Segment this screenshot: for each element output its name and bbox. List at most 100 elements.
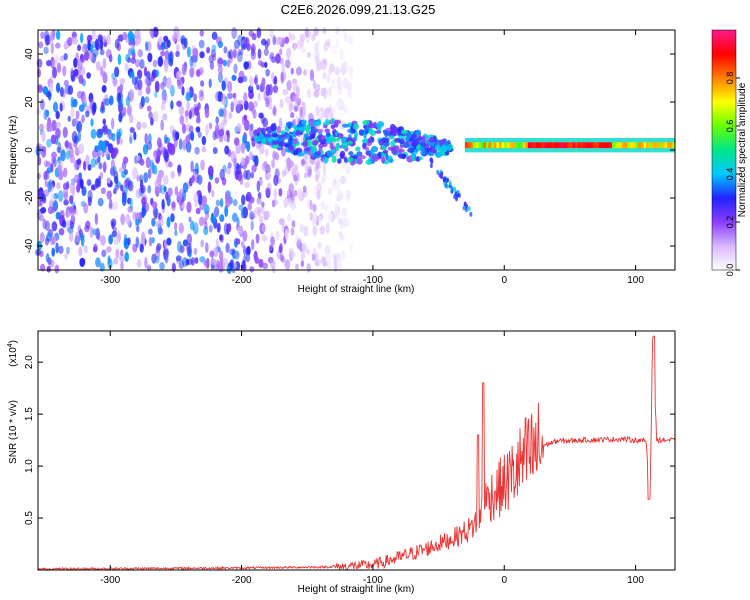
spectrogram-cell (97, 197, 104, 207)
spectrogram-cell (331, 180, 337, 192)
spectrogram-cell (316, 190, 322, 200)
spectrogram-carrier-cell (525, 142, 529, 149)
spectrogram-cell (330, 63, 334, 72)
spectrogram-cell (84, 225, 90, 233)
spectrogram-cell (119, 253, 125, 263)
spectrogram-cell (240, 43, 247, 51)
spectrogram-cell (261, 201, 265, 208)
spectrogram-carrier-cell (614, 142, 618, 149)
spectrogram-cell (85, 110, 90, 118)
spectrogram-cell (86, 178, 92, 187)
spectrogram-cell (217, 71, 223, 83)
spectrogram-cell (61, 219, 67, 228)
spectrogram-cell (419, 156, 423, 161)
spectrogram-cell (269, 232, 275, 244)
spectrogram-cell (347, 34, 354, 45)
spectrogram-cell (287, 197, 292, 207)
spectrogram-x-tick-label: -300 (100, 275, 120, 286)
spectrogram-cell (275, 53, 281, 64)
spectrogram-cell (268, 244, 273, 252)
spectrogram-cell (225, 195, 231, 208)
spectrogram-cell (224, 145, 230, 155)
spectrogram-cell (159, 55, 163, 66)
spectrogram-cell (198, 67, 204, 76)
spectrogram-cell (129, 132, 133, 144)
chart-title: C2E6.2026.099.21.13.G25 (281, 2, 436, 17)
spectrogram-cell (339, 49, 344, 60)
spectrogram-cell (324, 203, 329, 211)
spectrogram-cell (242, 230, 248, 242)
spectrogram-cell (151, 253, 157, 264)
spectrogram-cell (55, 42, 61, 49)
spectrogram-cell (134, 28, 141, 40)
spectrogram-cell (45, 109, 50, 118)
spectrogram-cell (35, 108, 42, 116)
spectrogram-cell (355, 146, 361, 152)
spectrogram-cell (296, 123, 303, 128)
spectrogram-cell (239, 174, 244, 186)
spectrogram-cell (224, 205, 229, 218)
spectrogram-cell (305, 127, 310, 135)
spectrogram-cell (211, 189, 215, 198)
spectrogram-cell (144, 257, 148, 269)
spectrogram-cell (288, 146, 295, 152)
spectrogram-carrier-cell (480, 142, 484, 149)
spectrogram-cell (248, 128, 255, 137)
spectrogram-cell (139, 58, 145, 70)
spectrogram-cell (322, 72, 327, 80)
spectrogram-cell (306, 248, 311, 255)
spectrogram-carrier-cell (656, 142, 660, 149)
spectrogram-cell (50, 56, 55, 69)
spectrogram-cell (80, 32, 84, 44)
spectrogram-cell (40, 98, 45, 111)
spectrogram-cell (313, 27, 319, 36)
spectrogram-cell (106, 177, 111, 184)
spectrogram-cell (248, 30, 255, 37)
spectrogram-cell (134, 212, 141, 220)
spectrogram-cell (210, 215, 217, 223)
colorbar-tick-label: 0.0 (725, 264, 735, 277)
spectrogram-cell (83, 202, 89, 214)
spectrogram-cell (295, 66, 302, 76)
spectrogram-cell (245, 36, 250, 49)
spectrogram-cell (106, 246, 112, 253)
spectrogram-cell (129, 127, 135, 134)
spectrogram-cell (281, 62, 286, 73)
spectrogram-cell (179, 115, 185, 126)
spectrogram-cell (218, 108, 224, 117)
spectrogram-cell (171, 201, 176, 209)
snr-y-tick-label: 1.5 (24, 407, 35, 421)
spectrogram-cell (260, 205, 265, 215)
spectrogram-cell (282, 88, 289, 96)
spectrogram-cell (237, 100, 242, 111)
spectrogram-cell (46, 265, 51, 273)
spectrogram-cell (431, 147, 437, 154)
spectrogram-cell (178, 104, 185, 116)
spectrogram-cell (335, 37, 340, 49)
spectrogram-cell (145, 156, 151, 169)
spectrogram-cell (259, 215, 264, 225)
spectrogram-cell (157, 56, 164, 67)
snr-y-tick-label: 1.0 (24, 459, 35, 473)
spectrogram-cell (222, 59, 227, 67)
spectrogram-cell (95, 257, 101, 268)
spectrogram-y-ticks: -40 -20 0 20 40 (24, 48, 675, 253)
spectrogram-cell (279, 99, 284, 109)
spectrogram-cell (136, 155, 141, 162)
spectrogram-cell (236, 164, 242, 176)
spectrogram-cell (254, 74, 259, 86)
spectrogram-cell (174, 186, 179, 196)
spectrogram-cell (50, 42, 54, 55)
spectrogram-cell (292, 150, 299, 156)
spectrogram-cell (78, 143, 85, 155)
spectrogram-cell (56, 146, 61, 153)
spectrogram-carrier-cell (598, 142, 602, 149)
spectrogram-cell (68, 231, 74, 242)
spectrogram-cell (44, 180, 48, 188)
spectrogram-cell (281, 169, 287, 177)
spectrogram-cell (76, 158, 82, 165)
spectrogram-cell (147, 133, 152, 144)
spectrogram-cell (81, 186, 87, 197)
spectrogram-cell (189, 55, 194, 68)
spectrogram-cell (131, 167, 138, 180)
